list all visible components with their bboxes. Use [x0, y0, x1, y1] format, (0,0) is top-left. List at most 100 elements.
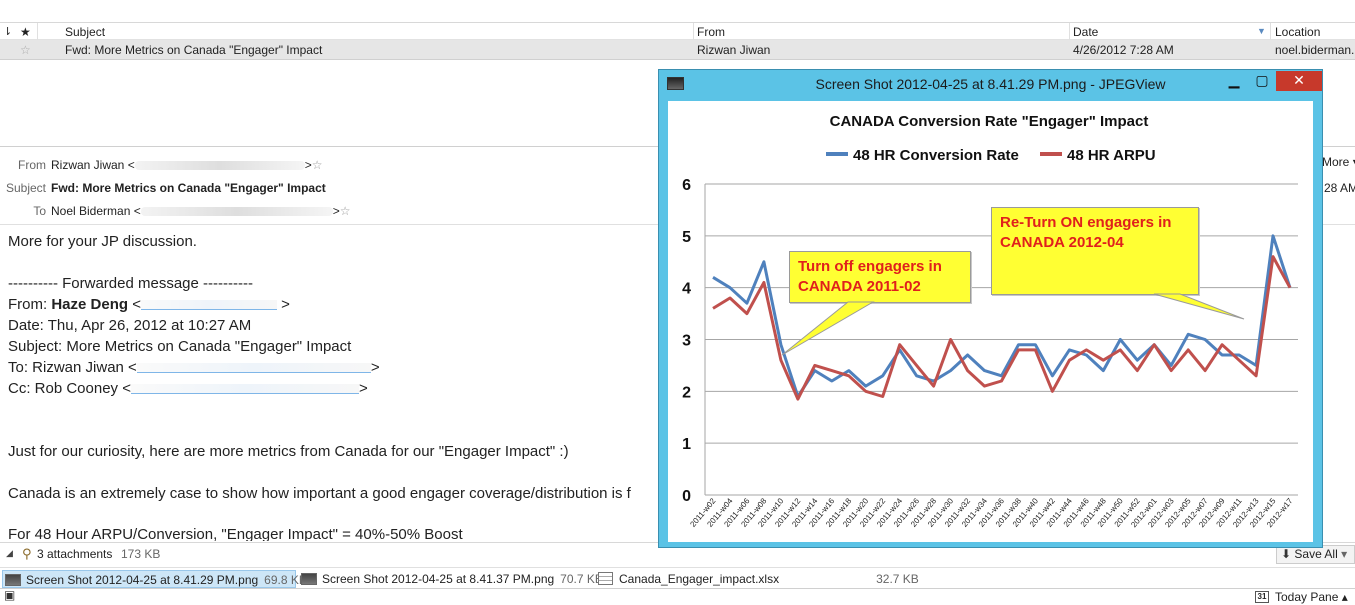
from-name: Rizwan Jiwan < — [51, 158, 135, 172]
redacted-email — [130, 384, 359, 394]
legend-label-conversion: 48 HR Conversion Rate — [853, 147, 1019, 164]
chevron-down-icon: ▾ — [1341, 547, 1348, 561]
redacted-email — [140, 207, 333, 217]
forwarded-from: From: Haze Deng < > — [8, 296, 290, 313]
star-column-header[interactable]: ★ — [20, 25, 31, 39]
status-bar: ▣ 31 Today Pane ▴ — [0, 588, 1355, 605]
y-tick-label: 4 — [682, 281, 691, 298]
y-tick-label: 5 — [682, 229, 691, 246]
attachment-item[interactable]: Screen Shot 2012-04-25 at 8.41.29 PM.png… — [2, 570, 307, 588]
attachment-list: Screen Shot 2012-04-25 at 8.41.29 PM.png… — [0, 567, 1355, 589]
legend-label-arpu: 48 HR ARPU — [1067, 147, 1156, 164]
attachment-item[interactable]: Screen Shot 2012-04-25 at 8.41.37 PM.png… — [301, 570, 603, 588]
from-label: From — [18, 158, 46, 172]
message-location: noel.biderman. — [1275, 43, 1355, 57]
y-tick-label: 3 — [682, 333, 691, 350]
attachment-size: 70.7 KB — [560, 572, 603, 586]
subject-column-header[interactable]: Subject — [65, 25, 106, 39]
y-tick-label: 6 — [682, 177, 691, 194]
jpegview-app-icon[interactable] — [667, 77, 684, 90]
attachment-count[interactable]: 3 attachments — [37, 547, 113, 561]
callout-turn-off: Turn off engagers in CANADA 2011-02 — [789, 251, 971, 303]
redacted-email — [134, 161, 305, 171]
attachment-total-size: 173 KB — [121, 547, 161, 561]
body-paragraph-3: For 48 Hour ARPU/Conversion, "Engager Im… — [8, 526, 463, 541]
callout-turn-on: Re-Turn ON engagers in CANADA 2012-04 — [991, 207, 1199, 295]
paperclip-icon: ⚲ — [22, 546, 32, 561]
attachment-name: Canada_Engager_impact.xlsx — [619, 572, 780, 586]
from-value[interactable]: Rizwan Jiwan < >☆ — [51, 158, 322, 172]
star-icon[interactable]: ☆ — [339, 204, 351, 218]
sort-descending-icon[interactable]: ▼ — [1257, 26, 1266, 36]
viewer-title-bar[interactable]: Screen Shot 2012-04-25 at 8.41.29 PM.png… — [659, 70, 1322, 98]
chart-series — [712, 234, 1292, 401]
maximize-button[interactable]: ▢ — [1255, 72, 1269, 88]
column-divider — [37, 23, 38, 40]
message-row[interactable]: ☆ Fwd: More Metrics on Canada "Engager" … — [0, 40, 1355, 60]
attachment-name: Screen Shot 2012-04-25 at 8.41.37 PM.png — [322, 572, 555, 586]
body-paragraph-1: Just for our curiosity, here are more me… — [8, 443, 569, 460]
save-all-label: Save All — [1294, 547, 1338, 561]
message-list-header: ⇂ ★ Subject From Date ▼ Location — [0, 22, 1355, 40]
series-line-arpu — [712, 255, 1292, 401]
cc-prefix: Cc: Rob Cooney < — [8, 380, 131, 397]
x-axis-ticks: 2011-w022011-w042011-w062011-w082011-w10… — [688, 496, 1294, 529]
viewer-title: Screen Shot 2012-04-25 at 8.41.29 PM.png… — [815, 76, 1166, 92]
y-tick-label: 2 — [682, 384, 691, 401]
column-divider — [693, 23, 694, 40]
from-column-header[interactable]: From — [697, 25, 725, 39]
attachment-name: Screen Shot 2012-04-25 at 8.41.29 PM.png — [26, 573, 259, 587]
to-prefix: To: Rizwan Jiwan < — [8, 359, 137, 376]
calendar-icon: 31 — [1255, 591, 1269, 603]
to-label: To — [33, 204, 46, 218]
star-icon[interactable]: ☆ — [311, 158, 323, 172]
close-button[interactable]: ✕ — [1276, 71, 1322, 91]
redact-close: > — [281, 296, 290, 313]
download-icon: ⬇ — [1281, 547, 1292, 561]
forwarded-to: To: Rizwan Jiwan < > — [8, 359, 380, 376]
redacted-email — [140, 300, 277, 310]
more-button[interactable]: More ▾ — [1322, 155, 1355, 169]
more-label: More — [1322, 155, 1350, 169]
star-icon[interactable]: ☆ — [20, 43, 31, 57]
column-divider — [1069, 23, 1070, 40]
thread-column-icon[interactable]: ⇂ — [3, 26, 13, 38]
redact-close: > — [304, 158, 312, 172]
connection-status-icon: ▣ — [4, 588, 16, 602]
to-value[interactable]: Noel Biderman < >☆ — [51, 204, 351, 218]
message-subject: Fwd: More Metrics on Canada "Engager" Im… — [65, 43, 323, 57]
attachment-size: 69.8 KB — [264, 573, 307, 587]
y-axis-ticks: 0 1 2 3 4 5 6 — [682, 177, 691, 505]
redact-close: > — [332, 204, 340, 218]
chart-title: CANADA Conversion Rate "Engager" Impact — [830, 113, 1149, 130]
forwarded-cc: Cc: Rob Cooney < > — [8, 380, 368, 397]
column-divider — [1270, 23, 1271, 40]
chevron-up-icon: ▴ — [1341, 590, 1348, 604]
today-pane-label: Today Pane — [1275, 590, 1339, 604]
attachment-size: 32.7 KB — [876, 572, 919, 586]
location-column-header[interactable]: Location — [1275, 25, 1321, 39]
from-suffix: < — [128, 296, 141, 313]
viewer-canvas: CANADA Conversion Rate "Engager" Impact … — [668, 101, 1313, 542]
subject-value: Fwd: More Metrics on Canada "Engager" Im… — [51, 181, 326, 195]
forwarded-separator: ---------- Forwarded message ---------- — [8, 275, 253, 292]
minimize-button[interactable]: ▁ — [1228, 72, 1240, 88]
y-tick-label: 1 — [682, 436, 691, 453]
attachment-item[interactable]: Canada_Engager_impact.xlsx 32.7 KB — [598, 570, 919, 588]
conversion-chart: CANADA Conversion Rate "Engager" Impact … — [682, 113, 1298, 529]
message-from: Rizwan Jiwan — [697, 43, 771, 57]
image-viewer-window: Screen Shot 2012-04-25 at 8.41.29 PM.png… — [658, 69, 1323, 548]
redact-close: > — [358, 380, 368, 397]
to-name: Noel Biderman < — [51, 204, 141, 218]
y-tick-label: 0 — [682, 488, 691, 505]
image-thumbnail-icon — [301, 573, 317, 585]
date-column-header[interactable]: Date — [1073, 25, 1099, 39]
body-line-1: More for your JP discussion. — [8, 233, 197, 250]
subject-label: Subject — [5, 181, 46, 195]
forwarded-date: Date: Thu, Apr 26, 2012 at 10:27 AM — [8, 317, 252, 334]
today-pane-toggle[interactable]: Today Pane ▴ — [1275, 590, 1348, 604]
collapse-triangle-icon[interactable]: ◢ — [6, 548, 13, 558]
from-sender-name: Haze Deng — [51, 296, 129, 313]
from-prefix: From: — [8, 296, 52, 313]
redact-close: > — [370, 359, 380, 376]
